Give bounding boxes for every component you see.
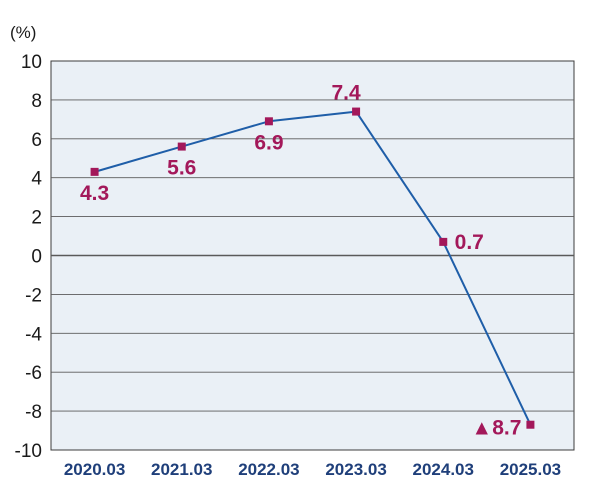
data-label: 4.3 xyxy=(80,182,109,205)
y-tick-label: 0 xyxy=(31,247,42,268)
data-label: 6.9 xyxy=(254,131,283,154)
y-tick-label: -6 xyxy=(25,363,42,384)
y-axis-ticks: 10 8 6 4 2 0 -2 -4 -6 -8 -10 xyxy=(15,52,43,462)
y-tick-label: -2 xyxy=(25,285,42,306)
series-line xyxy=(94,110,532,426)
x-tick-label: 2020.03 xyxy=(64,460,125,479)
data-label: 5.6 xyxy=(167,157,196,180)
data-labels: 4.3 5.6 6.9 7.4 0.7 ▲8.7 xyxy=(80,82,521,440)
x-tick-label: 2022.03 xyxy=(238,460,299,479)
data-point xyxy=(352,107,361,116)
y-tick-label: -4 xyxy=(25,324,42,345)
data-point xyxy=(439,237,448,246)
x-tick-label: 2023.03 xyxy=(325,460,386,479)
data-point xyxy=(526,420,535,429)
y-tick-label: 10 xyxy=(21,52,42,73)
x-axis-ticks: 2020.03 2021.03 2022.03 2023.03 2024.03 2025.… xyxy=(64,460,561,479)
data-label: 0.7 xyxy=(455,231,484,254)
data-point xyxy=(90,167,99,176)
x-tick-label: 2021.03 xyxy=(151,460,212,479)
data-point xyxy=(264,117,273,126)
y-tick-label: -10 xyxy=(15,441,42,462)
y-unit-label: (%) xyxy=(10,23,36,42)
y-tick-label: 8 xyxy=(31,91,42,112)
x-tick-label: 2024.03 xyxy=(413,460,474,479)
data-label: 7.4 xyxy=(331,82,361,105)
y-tick-label: 4 xyxy=(31,169,42,190)
x-tick-label: 2025.03 xyxy=(500,460,561,479)
y-tick-label: -8 xyxy=(25,402,42,423)
series-layer xyxy=(90,107,535,429)
y-tick-label: 6 xyxy=(31,130,42,151)
data-label: ▲8.7 xyxy=(471,417,521,440)
data-point xyxy=(177,142,186,151)
y-tick-label: 2 xyxy=(31,208,42,229)
